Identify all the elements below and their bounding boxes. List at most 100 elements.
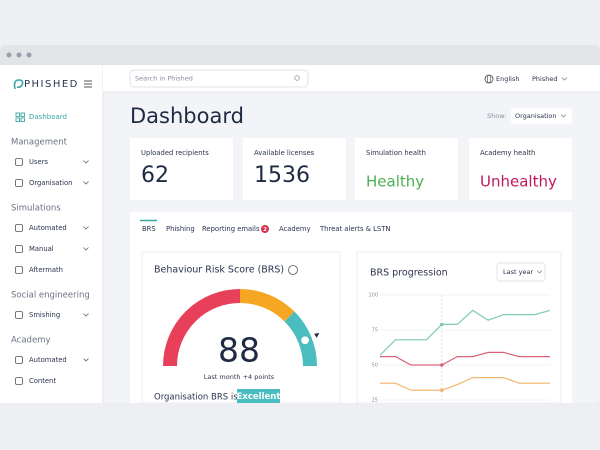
search-icon	[294, 75, 300, 81]
gauge-marker	[299, 335, 311, 346]
backdrop	[0, 403, 600, 450]
nav-icon	[15, 224, 23, 232]
search-placeholder: Search in Phished	[135, 75, 193, 83]
gauge-segment	[239, 289, 295, 322]
stat-label: Available licenses	[254, 149, 315, 157]
chevron	[83, 226, 89, 230]
nav-icon	[15, 179, 23, 187]
nav-icon	[15, 356, 23, 364]
nav-item[interactable]: Smishing	[29, 311, 60, 319]
chart-title: BRS progression	[370, 268, 448, 279]
series-line	[380, 377, 550, 391]
hover-point	[440, 388, 444, 393]
stat-card	[355, 138, 458, 200]
tab[interactable]: Phishing	[166, 225, 195, 233]
tab[interactable]: BRS	[142, 225, 156, 233]
chevron	[83, 247, 89, 251]
nav-item[interactable]: Users	[29, 158, 48, 166]
nav-icon	[15, 112, 20, 117]
nav-item[interactable]: Manual	[29, 245, 54, 253]
window-dot	[26, 52, 32, 58]
show-label: Show:	[487, 112, 506, 120]
period-select[interactable]	[496, 262, 546, 282]
status-badge	[237, 389, 280, 404]
tab-badge-count: 2	[263, 227, 267, 233]
nav-item[interactable]: Automated	[29, 224, 67, 232]
tab[interactable]: Reporting emails	[202, 225, 260, 233]
nav-icon	[15, 158, 23, 166]
stat-value: Healthy	[366, 173, 424, 191]
gauge-note: Last month +4 points	[204, 373, 275, 381]
tab[interactable]: Academy	[279, 225, 311, 233]
nav-icon	[15, 377, 23, 385]
nav-item[interactable]: Automated	[29, 356, 67, 364]
globe-icon	[487, 74, 491, 84]
stat-value: 1536	[254, 163, 310, 188]
nav-icon	[20, 112, 25, 117]
chevron	[560, 114, 567, 118]
nav-item[interactable]: Organisation	[29, 179, 72, 187]
nav-item[interactable]: Aftermath	[29, 266, 63, 274]
y-tick-label: 100	[368, 293, 378, 299]
account[interactable]: Phished	[532, 75, 557, 83]
status-label: Organisation BRS is	[154, 393, 238, 403]
logo-icon	[13, 79, 24, 90]
gauge	[163, 289, 320, 367]
gauge-pointer	[314, 332, 320, 338]
logo: PHISHED	[24, 79, 79, 90]
stat-label: Uploaded recipients	[141, 149, 209, 157]
hover-point	[440, 363, 444, 367]
nav-heading: Management	[11, 138, 68, 148]
nav-icon	[15, 245, 23, 253]
show-value: Organisation	[515, 112, 557, 120]
series-line	[379, 309, 551, 356]
help-icon[interactable]	[288, 265, 298, 275]
show-select[interactable]	[511, 108, 572, 124]
language[interactable]: English	[496, 75, 519, 83]
window-dot	[16, 52, 22, 58]
nav-icon	[15, 266, 23, 274]
nav-heading: Simulations	[11, 204, 61, 214]
period: Last year	[503, 268, 533, 276]
y-tick-label: 25	[372, 398, 378, 404]
search-box[interactable]	[129, 69, 309, 88]
sidebar-nav: Management Users Organisation Simulations Au…	[11, 138, 90, 386]
nav-heading: Academy	[11, 336, 50, 346]
title-bar	[0, 58, 600, 65]
chevron	[83, 181, 89, 185]
stat-cards: Uploaded recipients 62 Available licenses 1…	[130, 138, 572, 200]
stat-label: Simulation health	[366, 149, 426, 157]
status: Excellent	[237, 392, 281, 402]
stat-label: Academy health	[480, 149, 535, 157]
stat-value: 62	[141, 163, 169, 188]
chevron	[83, 358, 89, 362]
stat-card	[130, 138, 233, 200]
tab-badge	[261, 225, 269, 233]
stat-card	[243, 138, 346, 200]
y-tick-label: 50	[372, 363, 378, 369]
stat-value: Unhealthy	[480, 173, 557, 191]
series-line	[380, 351, 550, 366]
chevron	[536, 270, 543, 274]
menu-icon[interactable]	[84, 80, 92, 88]
chevron	[561, 77, 568, 81]
nav-item[interactable]: Dashboard	[29, 113, 67, 121]
nav-icon	[15, 117, 20, 122]
window-dot	[6, 52, 12, 58]
tab[interactable]: Threat alerts & LSTN	[319, 225, 390, 233]
page-title: Dashboard	[130, 104, 244, 128]
nav-icon	[15, 311, 23, 319]
nav-item[interactable]: Content	[29, 377, 56, 385]
chevron	[83, 313, 89, 317]
gauge-segment	[163, 289, 241, 367]
hover-point	[440, 322, 444, 327]
stat-card	[469, 138, 572, 200]
y-tick-label: 75	[372, 328, 378, 334]
line-chart: 100 75 50 25	[368, 293, 551, 404]
nav-icon	[20, 117, 25, 122]
nav-heading: Social engineering	[11, 291, 90, 301]
gauge-title: Behaviour Risk Score (BRS)	[154, 265, 284, 276]
chevron	[83, 160, 89, 164]
